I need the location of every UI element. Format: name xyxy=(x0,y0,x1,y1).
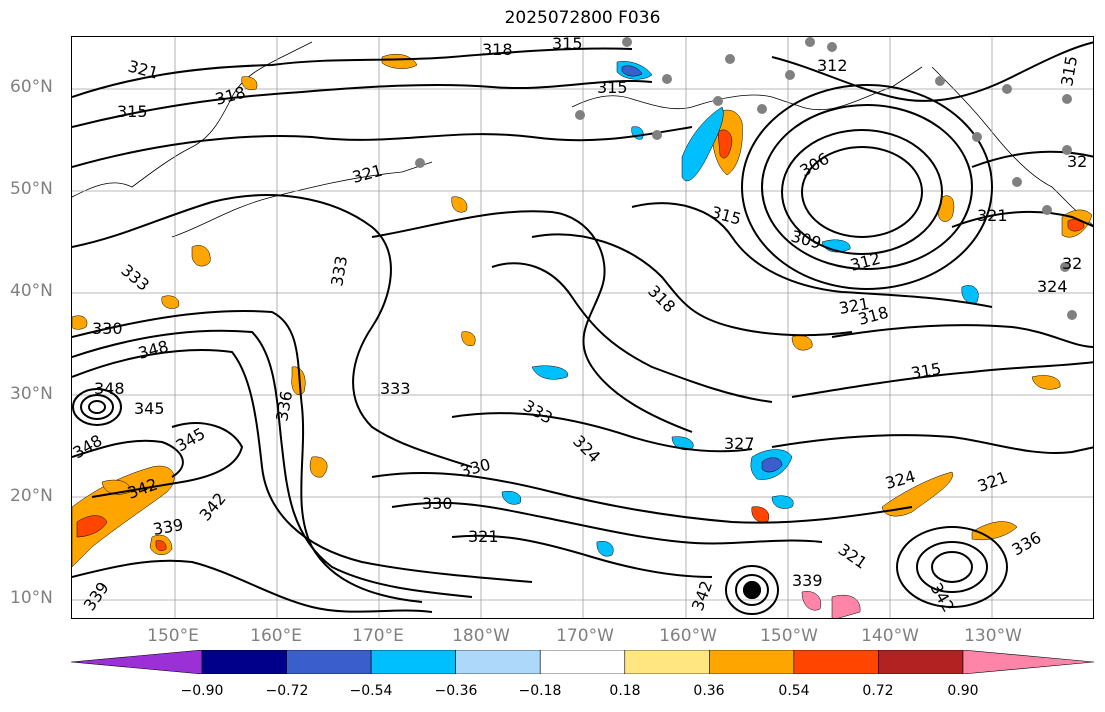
lon-label-150e: 150°E xyxy=(147,626,199,646)
contour-label: 321 xyxy=(468,527,499,546)
map-canvas: 321 318 315 315 312 318 315 306 309 312 … xyxy=(72,37,1093,618)
contour-label: 327 xyxy=(724,434,755,453)
contour-label: 315 xyxy=(909,359,942,383)
contour-label: 336 xyxy=(272,389,296,422)
contour-label: 339 xyxy=(80,578,113,614)
contour-label: 333 xyxy=(117,261,153,295)
contour-label: 330 xyxy=(92,319,123,338)
contour-label: 342 xyxy=(927,580,959,616)
contour-label: 336 xyxy=(1009,528,1045,560)
colorbar-tick-label: −0.72 xyxy=(265,683,309,699)
contour-lines xyxy=(72,41,1093,615)
colorbar-swatch xyxy=(455,650,541,674)
contour-label: 32 xyxy=(1062,254,1082,273)
contour-label: 318 xyxy=(644,281,679,316)
colorbar-tick-label: −0.18 xyxy=(518,683,562,699)
contour-label: 342 xyxy=(688,578,716,613)
colorbar-swatch xyxy=(793,650,879,674)
contour-label: 324 xyxy=(569,431,604,466)
colorbar xyxy=(71,650,1094,674)
contour-label: 32 xyxy=(1067,152,1087,171)
lon-label-130w: 130°W xyxy=(964,626,1022,646)
contour-label: 330 xyxy=(458,455,492,481)
colorbar-tick-label: −0.90 xyxy=(180,683,224,699)
lon-label-160w: 160°W xyxy=(659,626,717,646)
lon-label-140w: 140°W xyxy=(861,626,919,646)
contour-label: 315 xyxy=(552,37,583,53)
contour-label: 333 xyxy=(327,254,351,287)
lon-label-150w: 150°W xyxy=(760,626,818,646)
lon-label-170e: 170°E xyxy=(352,626,404,646)
map-panel: 321 318 315 315 312 318 315 306 309 312 … xyxy=(71,36,1094,619)
lon-label-180w: 180°W xyxy=(452,626,510,646)
contour-label: 315 xyxy=(1057,54,1081,87)
contour-label: 321 xyxy=(835,540,871,573)
colorbar-swatch xyxy=(370,650,456,674)
colorbar-swatch xyxy=(201,650,287,674)
colorbar-swatch xyxy=(286,650,372,674)
lon-label-170w: 170°W xyxy=(556,626,614,646)
contour-label: 318 xyxy=(482,40,513,59)
colorbar-tick-label: 0.72 xyxy=(862,683,894,699)
contour-label: 312 xyxy=(848,249,882,275)
contour-label: 309 xyxy=(789,227,823,253)
contour-label: 315 xyxy=(709,203,743,229)
colorbar-tick-label: 0.54 xyxy=(778,683,810,699)
lat-label-50n: 50°N xyxy=(10,179,53,199)
contour-label: 306 xyxy=(797,149,833,181)
lat-label-30n: 30°N xyxy=(10,384,53,404)
contour-label: 339 xyxy=(792,571,823,590)
contour-label: 348 xyxy=(72,431,105,463)
contour-label: 312 xyxy=(817,56,848,75)
contour-label: 333 xyxy=(380,379,411,398)
colorbar-tick-label: −0.54 xyxy=(349,683,393,699)
contour-label: 324 xyxy=(1037,277,1068,296)
contour-label: 348 xyxy=(136,337,170,363)
colorbar-swatch xyxy=(709,650,795,674)
contour-label: 318 xyxy=(213,83,247,109)
shaded-field xyxy=(72,54,1093,618)
contour-label: 315 xyxy=(117,102,148,121)
graticule xyxy=(72,37,1093,618)
contour-label: 339 xyxy=(151,515,184,539)
contour-label: 321 xyxy=(975,467,1010,495)
colorbar-tick-label: 0.18 xyxy=(609,683,641,699)
contour-label: 342 xyxy=(196,489,230,525)
lon-label-160e: 160°E xyxy=(250,626,302,646)
colorbar-tick-label: −0.36 xyxy=(434,683,478,699)
contour-label: 348 xyxy=(94,379,125,398)
storm-center-marker xyxy=(743,581,761,599)
colorbar-extend-high xyxy=(962,650,1094,674)
colorbar-swatch xyxy=(624,650,710,674)
contour-label: 321 xyxy=(977,206,1008,225)
colorbar-extend-low xyxy=(71,650,203,674)
colorbar-tick-label: 0.90 xyxy=(947,683,979,699)
contour-label: 333 xyxy=(520,396,556,428)
colorbar-swatch xyxy=(539,650,626,674)
lat-label-20n: 20°N xyxy=(10,486,53,506)
contour-label: 315 xyxy=(597,78,628,97)
contour-label: 321 xyxy=(126,57,160,83)
contour-label: 345 xyxy=(134,399,165,418)
map-title: 2025072800 F036 xyxy=(504,8,661,28)
colorbar-tick-label: 0.36 xyxy=(693,683,725,699)
station-markers xyxy=(415,37,1077,320)
lat-label-40n: 40°N xyxy=(10,281,53,301)
colorbar-swatch xyxy=(878,650,964,674)
lat-label-60n: 60°N xyxy=(10,77,53,97)
contour-label: 330 xyxy=(422,494,453,513)
lat-label-10n: 10°N xyxy=(10,588,53,608)
